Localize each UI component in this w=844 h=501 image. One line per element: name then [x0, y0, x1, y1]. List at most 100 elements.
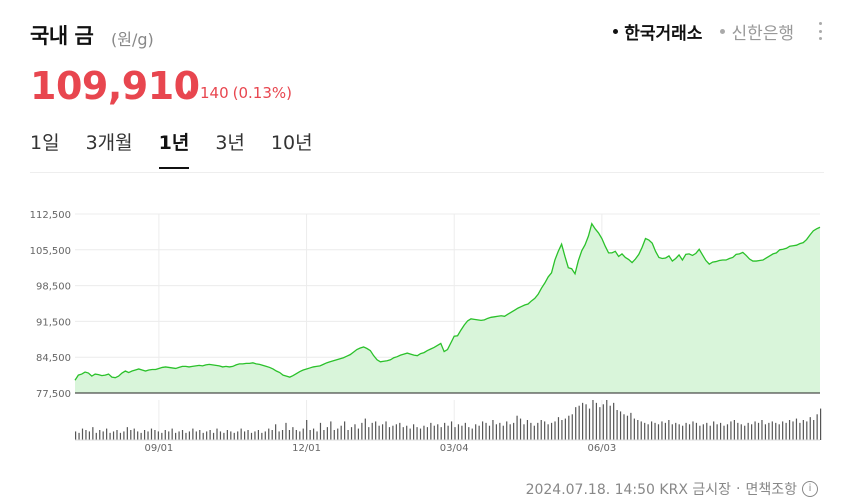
price-chart: 112,500 105,500 98,500 91,500 84,500 77,500 09…: [30, 210, 822, 454]
volume-bar: [323, 430, 325, 440]
volume-bar: [475, 424, 477, 440]
volume-bar: [609, 405, 611, 440]
info-icon[interactable]: i: [802, 481, 818, 497]
volume-bar: [154, 430, 156, 440]
volume-bar: [375, 421, 377, 440]
volume-bar: [495, 424, 497, 440]
volume-bar: [309, 430, 311, 440]
volume-bar: [126, 427, 128, 440]
source-shinhan-button[interactable]: 신한은행: [720, 19, 794, 44]
volume-bar: [768, 422, 770, 440]
volume-bar: [161, 432, 163, 440]
volume-bar: [481, 421, 484, 440]
volume-bar: [381, 424, 384, 440]
volume-bar: [571, 414, 573, 440]
disclaimer-link[interactable]: 면책조항: [745, 482, 797, 498]
volume-bar: [399, 422, 401, 440]
volume-bar: [723, 425, 725, 440]
volume-bar: [385, 421, 387, 440]
volume-bar: [685, 422, 687, 440]
volume-bar: [595, 402, 598, 440]
more-options-icon[interactable]: [817, 22, 823, 40]
volume-bar: [337, 428, 339, 440]
tab-1d[interactable]: 1일: [30, 132, 60, 154]
volume-bar: [488, 425, 491, 440]
volume-bar: [230, 431, 232, 440]
volume-bar: [782, 421, 784, 440]
tab-3y[interactable]: 3년: [215, 132, 245, 154]
tab-1y[interactable]: 1년: [158, 128, 189, 169]
volume-bar: [616, 410, 618, 440]
volume-bar: [102, 431, 104, 440]
source-krx-button[interactable]: 한국거래소: [613, 19, 702, 44]
divider: [30, 172, 824, 173]
volume-bar: [713, 421, 715, 440]
volume-bar: [795, 418, 798, 440]
volume-bar: [468, 427, 470, 440]
volume-bar: [747, 422, 749, 440]
volume-bar: [519, 418, 522, 440]
volume-bar: [344, 421, 346, 440]
volume-bar: [240, 428, 242, 440]
tab-3m[interactable]: 3개월: [85, 132, 133, 154]
volume-bar: [730, 421, 732, 440]
volume-bar: [447, 425, 449, 440]
volume-bar: [130, 430, 132, 440]
volume-bar: [202, 432, 204, 440]
volume-bar: [599, 407, 601, 440]
volume-bar: [306, 420, 308, 440]
volume-bar: [588, 408, 591, 440]
footer-separator: ·: [736, 481, 741, 497]
timestamp: 2024.07.18. 14:50 KRX 금시장: [525, 482, 732, 498]
volume-bar: [347, 430, 349, 440]
volume-bar: [444, 422, 446, 440]
y-tick-label: 91,500: [36, 317, 71, 328]
volume-bar: [133, 428, 135, 440]
inactive-dot-icon: [720, 29, 726, 34]
volume-bar: [392, 425, 394, 440]
volume-bar: [292, 427, 294, 440]
volume-bar: [530, 422, 532, 440]
volume-bar: [416, 427, 418, 440]
volume-bar: [575, 407, 577, 440]
volume-bar: [585, 404, 587, 440]
volume-bar: [357, 428, 360, 440]
up-arrow-icon: [184, 89, 194, 97]
volume-bar: [761, 420, 763, 440]
volume-bar: [137, 431, 139, 440]
volume-bar: [219, 431, 222, 440]
volume-bar: [802, 420, 804, 440]
volume-bar: [361, 422, 363, 440]
volume-bar: [388, 427, 391, 440]
volume-bar: [119, 432, 122, 440]
volume-bar: [568, 415, 570, 440]
active-dot-icon: [613, 29, 619, 34]
volume-bar: [737, 422, 739, 440]
price-change: 140 (0.13%): [184, 84, 292, 102]
volume-bar: [516, 415, 518, 440]
volume-bar: [778, 424, 780, 440]
volume-bar: [523, 424, 525, 440]
volume-bar: [75, 431, 77, 440]
volume-bar: [557, 417, 560, 440]
volume-bar: [733, 420, 735, 440]
volume-bar: [813, 420, 815, 440]
volume-bar: [402, 427, 404, 440]
volume-bar: [199, 430, 201, 440]
volume-bar: [533, 425, 535, 440]
volume-bar: [288, 430, 291, 440]
x-tick-label: 09/01: [144, 443, 173, 454]
volume-bar: [485, 422, 487, 440]
volume-bar: [799, 422, 801, 440]
volume-bar: [688, 424, 691, 440]
change-amount: 140: [200, 84, 229, 102]
volume-bar: [95, 432, 97, 440]
volume-bar: [626, 415, 629, 440]
volume-bar: [109, 432, 111, 440]
price-area: [75, 223, 820, 393]
volume-bar: [578, 405, 580, 440]
price-line: [74, 222, 821, 381]
volume-bar: [437, 424, 439, 440]
tab-10y[interactable]: 10년: [270, 132, 313, 154]
